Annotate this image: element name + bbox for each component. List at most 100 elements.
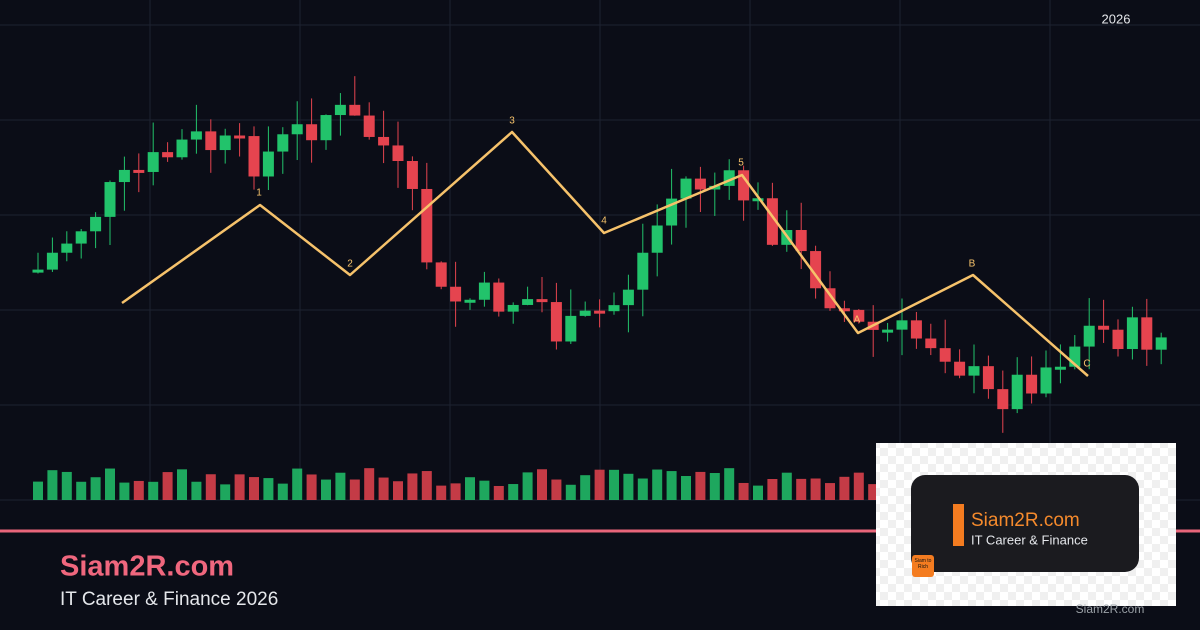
candle-body [320, 115, 332, 141]
brand-tagline: IT Career & Finance 2026 [60, 589, 278, 610]
candle-body [982, 366, 994, 390]
candle-body [219, 135, 231, 151]
volume-bar [306, 474, 317, 500]
volume-bar [148, 481, 159, 500]
candle-body [608, 305, 620, 312]
volume-bar [47, 470, 58, 500]
volume-bar [868, 484, 879, 500]
candle-body [910, 320, 922, 339]
wave-line [121, 130, 1089, 377]
candle-body [694, 178, 706, 190]
candle-body [594, 310, 606, 314]
wave-label: 5 [738, 158, 744, 169]
volume-bar [162, 472, 173, 500]
wave-label: B [969, 259, 976, 270]
candle-body [997, 389, 1009, 410]
candle-body [550, 302, 562, 342]
volume-bar [839, 476, 850, 500]
grid [0, 0, 1200, 501]
candle-body [133, 169, 145, 173]
volume-bar [349, 479, 360, 500]
volume-bar [652, 469, 663, 500]
candle-body [118, 169, 130, 183]
logo-badge-text: Siam to Rich [914, 558, 932, 570]
candle-body [406, 161, 418, 189]
volume-bar [335, 472, 346, 500]
volume-bar [594, 469, 605, 500]
candle-body [738, 170, 750, 201]
candle-body [968, 366, 980, 376]
volume-bar [781, 472, 792, 500]
volume-bar [623, 473, 634, 500]
volume-bar [609, 469, 619, 500]
volume-bar [580, 475, 591, 500]
volume-bar [666, 471, 677, 500]
candle-body [1126, 317, 1138, 350]
volume-bar [249, 477, 259, 500]
wave-labels: 1 2 3 4 5 A B C [256, 116, 1090, 370]
volume-bar [105, 468, 115, 500]
volume-bar [709, 473, 720, 500]
wave-label: A [854, 315, 861, 326]
candle-body [766, 198, 778, 245]
candle-body [262, 151, 274, 177]
volume-bar [695, 471, 706, 500]
logo-tagline: IT Career & Finance [971, 532, 1088, 547]
volume-bar [465, 477, 475, 500]
volume-bar [825, 483, 835, 500]
volume-bar [436, 485, 447, 500]
candle-body [896, 320, 908, 330]
logo-panel [911, 475, 1139, 572]
volume-bar [551, 479, 562, 500]
candle-body [723, 170, 735, 186]
volume-bar [421, 471, 432, 500]
candle-body [838, 308, 850, 312]
volume-bar [796, 478, 807, 500]
candle-body [205, 131, 217, 151]
volume-bar [724, 468, 735, 500]
candle-body [666, 198, 678, 226]
candle-body [1155, 337, 1167, 350]
volume-bar [479, 480, 490, 500]
volume-bar [767, 478, 778, 500]
candle-body [378, 136, 390, 146]
candle-body [147, 152, 159, 172]
volume-bar [853, 472, 864, 500]
candle-body [104, 182, 116, 217]
candle-body [176, 139, 188, 158]
candle-body [1141, 317, 1153, 350]
wave-label: 4 [601, 216, 607, 227]
candle-body [234, 135, 246, 139]
year: 2026 [1102, 11, 1131, 26]
candle-body [954, 361, 966, 376]
candle-body [637, 252, 649, 290]
candle-body [493, 282, 505, 312]
candle-body [810, 251, 822, 289]
candle-body [824, 288, 836, 309]
footer: Siam2R.com [1076, 602, 1145, 616]
volume-bar [277, 483, 288, 500]
candle-body [536, 299, 548, 303]
candle-body [925, 338, 937, 349]
volume-bar [292, 468, 303, 500]
volume-bar [393, 481, 403, 500]
candle-body [1040, 367, 1052, 394]
candle-body [522, 299, 534, 305]
candle-body [939, 348, 951, 362]
volume-bar [493, 485, 504, 500]
candle-body [1083, 325, 1095, 347]
candle-body [882, 329, 894, 333]
candle-body [363, 115, 375, 137]
candle-body [75, 231, 87, 244]
candle-body [349, 104, 361, 116]
volume-bar [522, 472, 533, 500]
candle-body [190, 131, 202, 140]
wave-label: 1 [256, 188, 262, 199]
candle-body [421, 188, 433, 263]
candle-body [622, 289, 634, 306]
volume-bar [738, 482, 749, 500]
volume-bar [33, 481, 43, 500]
volume-bar [364, 468, 375, 500]
